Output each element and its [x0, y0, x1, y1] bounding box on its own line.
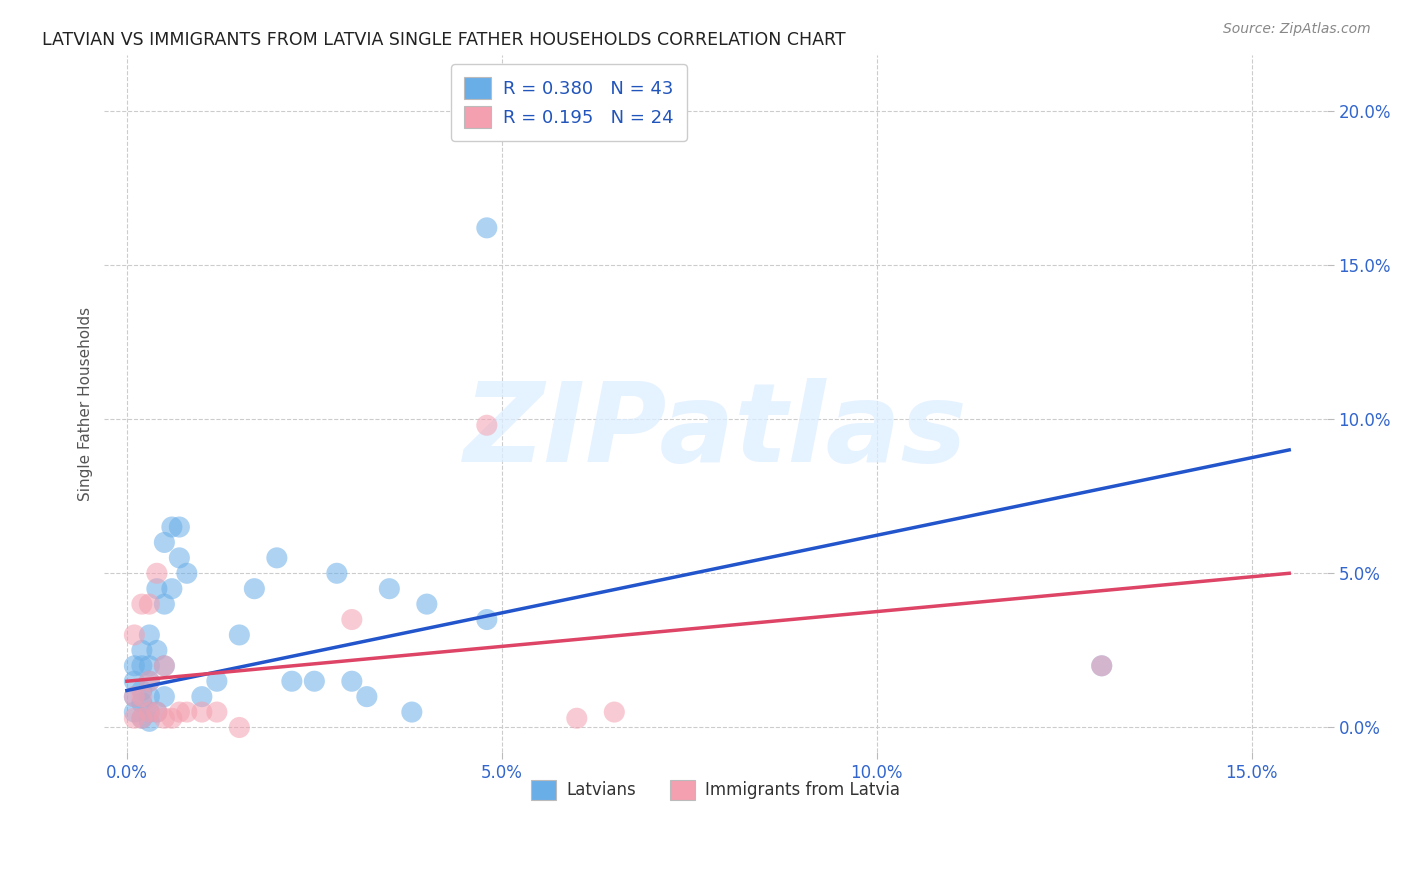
Point: [131, 597, 153, 611]
Legend: Latvians, Immigrants from Latvia: Latvians, Immigrants from Latvia: [524, 772, 907, 806]
Point: [138, 597, 160, 611]
Point: [146, 705, 169, 719]
Point: [124, 690, 146, 704]
Point: [169, 550, 191, 565]
Point: [153, 597, 176, 611]
Point: [304, 674, 326, 689]
Point: [131, 696, 153, 710]
Point: [146, 566, 169, 581]
Point: [124, 658, 146, 673]
Point: [281, 674, 304, 689]
Point: [138, 674, 160, 689]
Point: [138, 705, 160, 719]
Point: [124, 628, 146, 642]
Y-axis label: Single Father Households: Single Father Households: [79, 307, 93, 500]
Text: ZIPatlas: ZIPatlas: [464, 378, 967, 485]
Text: LATVIAN VS IMMIGRANTS FROM LATVIA SINGLE FATHER HOUSEHOLDS CORRELATION CHART: LATVIAN VS IMMIGRANTS FROM LATVIA SINGLE…: [42, 31, 846, 49]
Point: [138, 628, 160, 642]
Point: [146, 643, 169, 657]
Point: [131, 711, 153, 725]
Point: [138, 658, 160, 673]
Point: [153, 658, 176, 673]
Point: [475, 418, 498, 433]
Point: [603, 705, 626, 719]
Point: [1091, 658, 1114, 673]
Point: [138, 714, 160, 729]
Point: [565, 711, 588, 725]
Point: [146, 705, 169, 719]
Point: [146, 582, 169, 596]
Point: [340, 613, 363, 627]
Point: [326, 566, 349, 581]
Point: [266, 550, 288, 565]
Point: [153, 711, 176, 725]
Point: [131, 643, 153, 657]
Point: [228, 628, 250, 642]
Point: [153, 535, 176, 549]
Point: [228, 721, 250, 735]
Point: [124, 711, 146, 725]
Point: [153, 658, 176, 673]
Point: [124, 674, 146, 689]
Point: [378, 582, 401, 596]
Point: [416, 597, 439, 611]
Point: [176, 705, 198, 719]
Point: [169, 520, 191, 534]
Point: [205, 705, 228, 719]
Point: [131, 658, 153, 673]
Point: [124, 705, 146, 719]
Point: [160, 582, 183, 596]
Point: [205, 674, 228, 689]
Point: [131, 683, 153, 698]
Point: [243, 582, 266, 596]
Point: [153, 690, 176, 704]
Point: [131, 711, 153, 725]
Point: [160, 520, 183, 534]
Point: [475, 613, 498, 627]
Point: [340, 674, 363, 689]
Point: [138, 705, 160, 719]
Point: [124, 690, 146, 704]
Text: Source: ZipAtlas.com: Source: ZipAtlas.com: [1223, 22, 1371, 37]
Point: [176, 566, 198, 581]
Point: [401, 705, 423, 719]
Point: [191, 690, 214, 704]
Point: [169, 705, 191, 719]
Point: [138, 674, 160, 689]
Point: [131, 690, 153, 704]
Point: [1091, 658, 1114, 673]
Point: [475, 220, 498, 235]
Point: [138, 690, 160, 704]
Point: [356, 690, 378, 704]
Point: [191, 705, 214, 719]
Point: [160, 711, 183, 725]
